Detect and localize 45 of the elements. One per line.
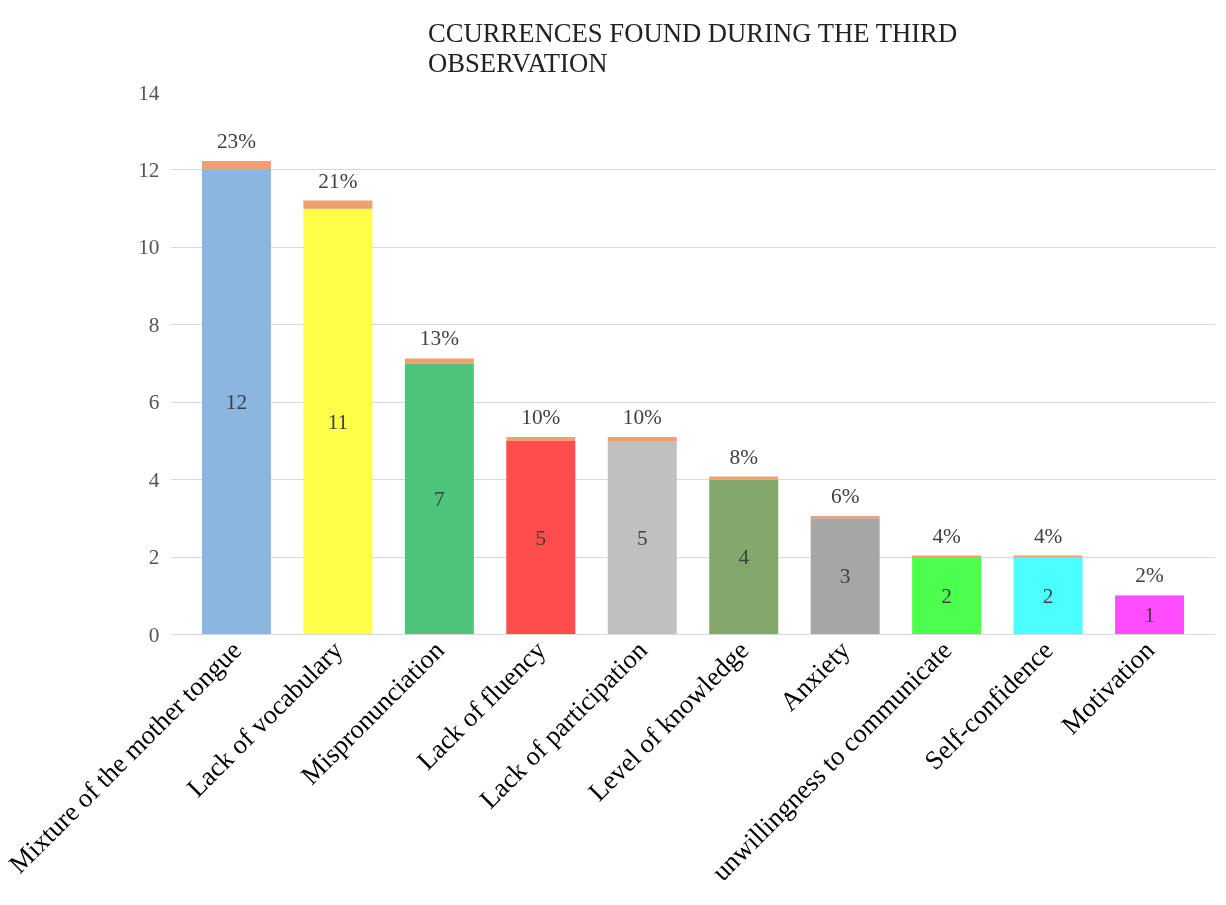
y-tick-label: 10 xyxy=(138,235,160,260)
data-label: 23% xyxy=(216,129,257,154)
y-tick-label: 2 xyxy=(148,545,160,570)
data-label: 7 xyxy=(434,487,446,511)
y-tick-label: 8 xyxy=(148,312,160,337)
bar xyxy=(1013,557,1083,635)
bar xyxy=(404,358,474,364)
bar xyxy=(506,440,576,635)
data-label: 10% xyxy=(521,405,561,430)
data-label: 13% xyxy=(419,326,460,351)
bar xyxy=(709,479,779,635)
bar xyxy=(201,169,271,635)
bar xyxy=(201,161,271,170)
bar xyxy=(506,437,576,441)
y-tick-label: 12 xyxy=(138,157,160,182)
data-label: 11 xyxy=(327,409,349,434)
data-label: 5 xyxy=(535,525,547,550)
data-label: 6% xyxy=(830,484,860,509)
data-label: 1 xyxy=(1144,603,1155,628)
y-tick-label: 0 xyxy=(148,622,160,647)
data-label: 2 xyxy=(1042,583,1054,608)
data-label: 2 xyxy=(941,583,952,608)
data-label: 4% xyxy=(932,523,962,548)
chart-title: CCURRENCES FOUND DURING THE THIRD OBSERVATION xyxy=(427,17,958,78)
bar xyxy=(810,518,880,635)
bar xyxy=(303,208,373,635)
bar xyxy=(303,200,373,209)
bar xyxy=(1115,595,1185,635)
data-label: 5 xyxy=(636,525,648,550)
y-tick-label: 6 xyxy=(148,390,160,415)
bar xyxy=(709,476,779,480)
data-label: 4 xyxy=(738,545,750,570)
bar xyxy=(607,440,677,635)
data-label: 12 xyxy=(225,390,248,415)
bar xyxy=(912,557,982,635)
y-tick-label: 4 xyxy=(148,467,160,492)
data-label: 2% xyxy=(1135,563,1164,588)
data-label: 4% xyxy=(1033,523,1063,548)
bar xyxy=(607,437,677,441)
data-label: 21% xyxy=(318,168,358,193)
data-label: 8% xyxy=(729,444,759,469)
data-label: 10% xyxy=(622,405,663,430)
y-tick-label: 14 xyxy=(138,80,160,105)
bar xyxy=(404,363,474,635)
data-label: 3 xyxy=(839,564,851,589)
